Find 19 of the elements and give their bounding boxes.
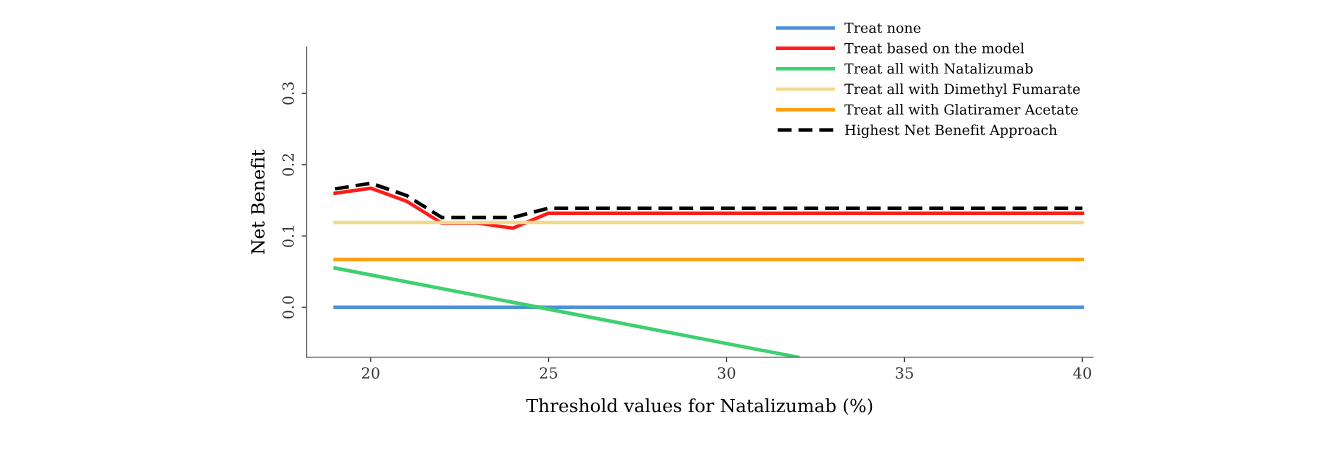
y-tick-label: 0.3 <box>282 82 294 105</box>
line-series <box>333 186 1085 230</box>
x-tick-label: 25 <box>539 367 558 379</box>
x-tick-label: 20 <box>361 367 380 379</box>
x-axis-title: Threshold values for Natalizumab (%) <box>526 398 873 415</box>
x-tick-label: 40 <box>1073 367 1092 379</box>
y-tick-label: 0.0 <box>282 296 294 319</box>
legend-label: Treat based on the model <box>844 42 1025 54</box>
y-tick-label: 0.1 <box>282 225 294 248</box>
legend-label: Treat none <box>844 22 921 34</box>
line-series <box>333 181 1085 220</box>
legend-label: Treat all with Natalizumab <box>844 63 1033 74</box>
x-tick-label: 35 <box>895 367 913 379</box>
y-axis-title: Net Benefit <box>250 149 265 254</box>
legend-label: Highest Net Benefit Approach <box>845 124 1058 139</box>
legend-label: Treat all with Dimethyl Fumarate <box>844 83 1080 98</box>
legend-label: Treat all with Glatiramer Acetate <box>844 104 1078 115</box>
y-tick-label: 0.2 <box>282 154 294 176</box>
x-tick-label: 30 <box>717 367 736 379</box>
